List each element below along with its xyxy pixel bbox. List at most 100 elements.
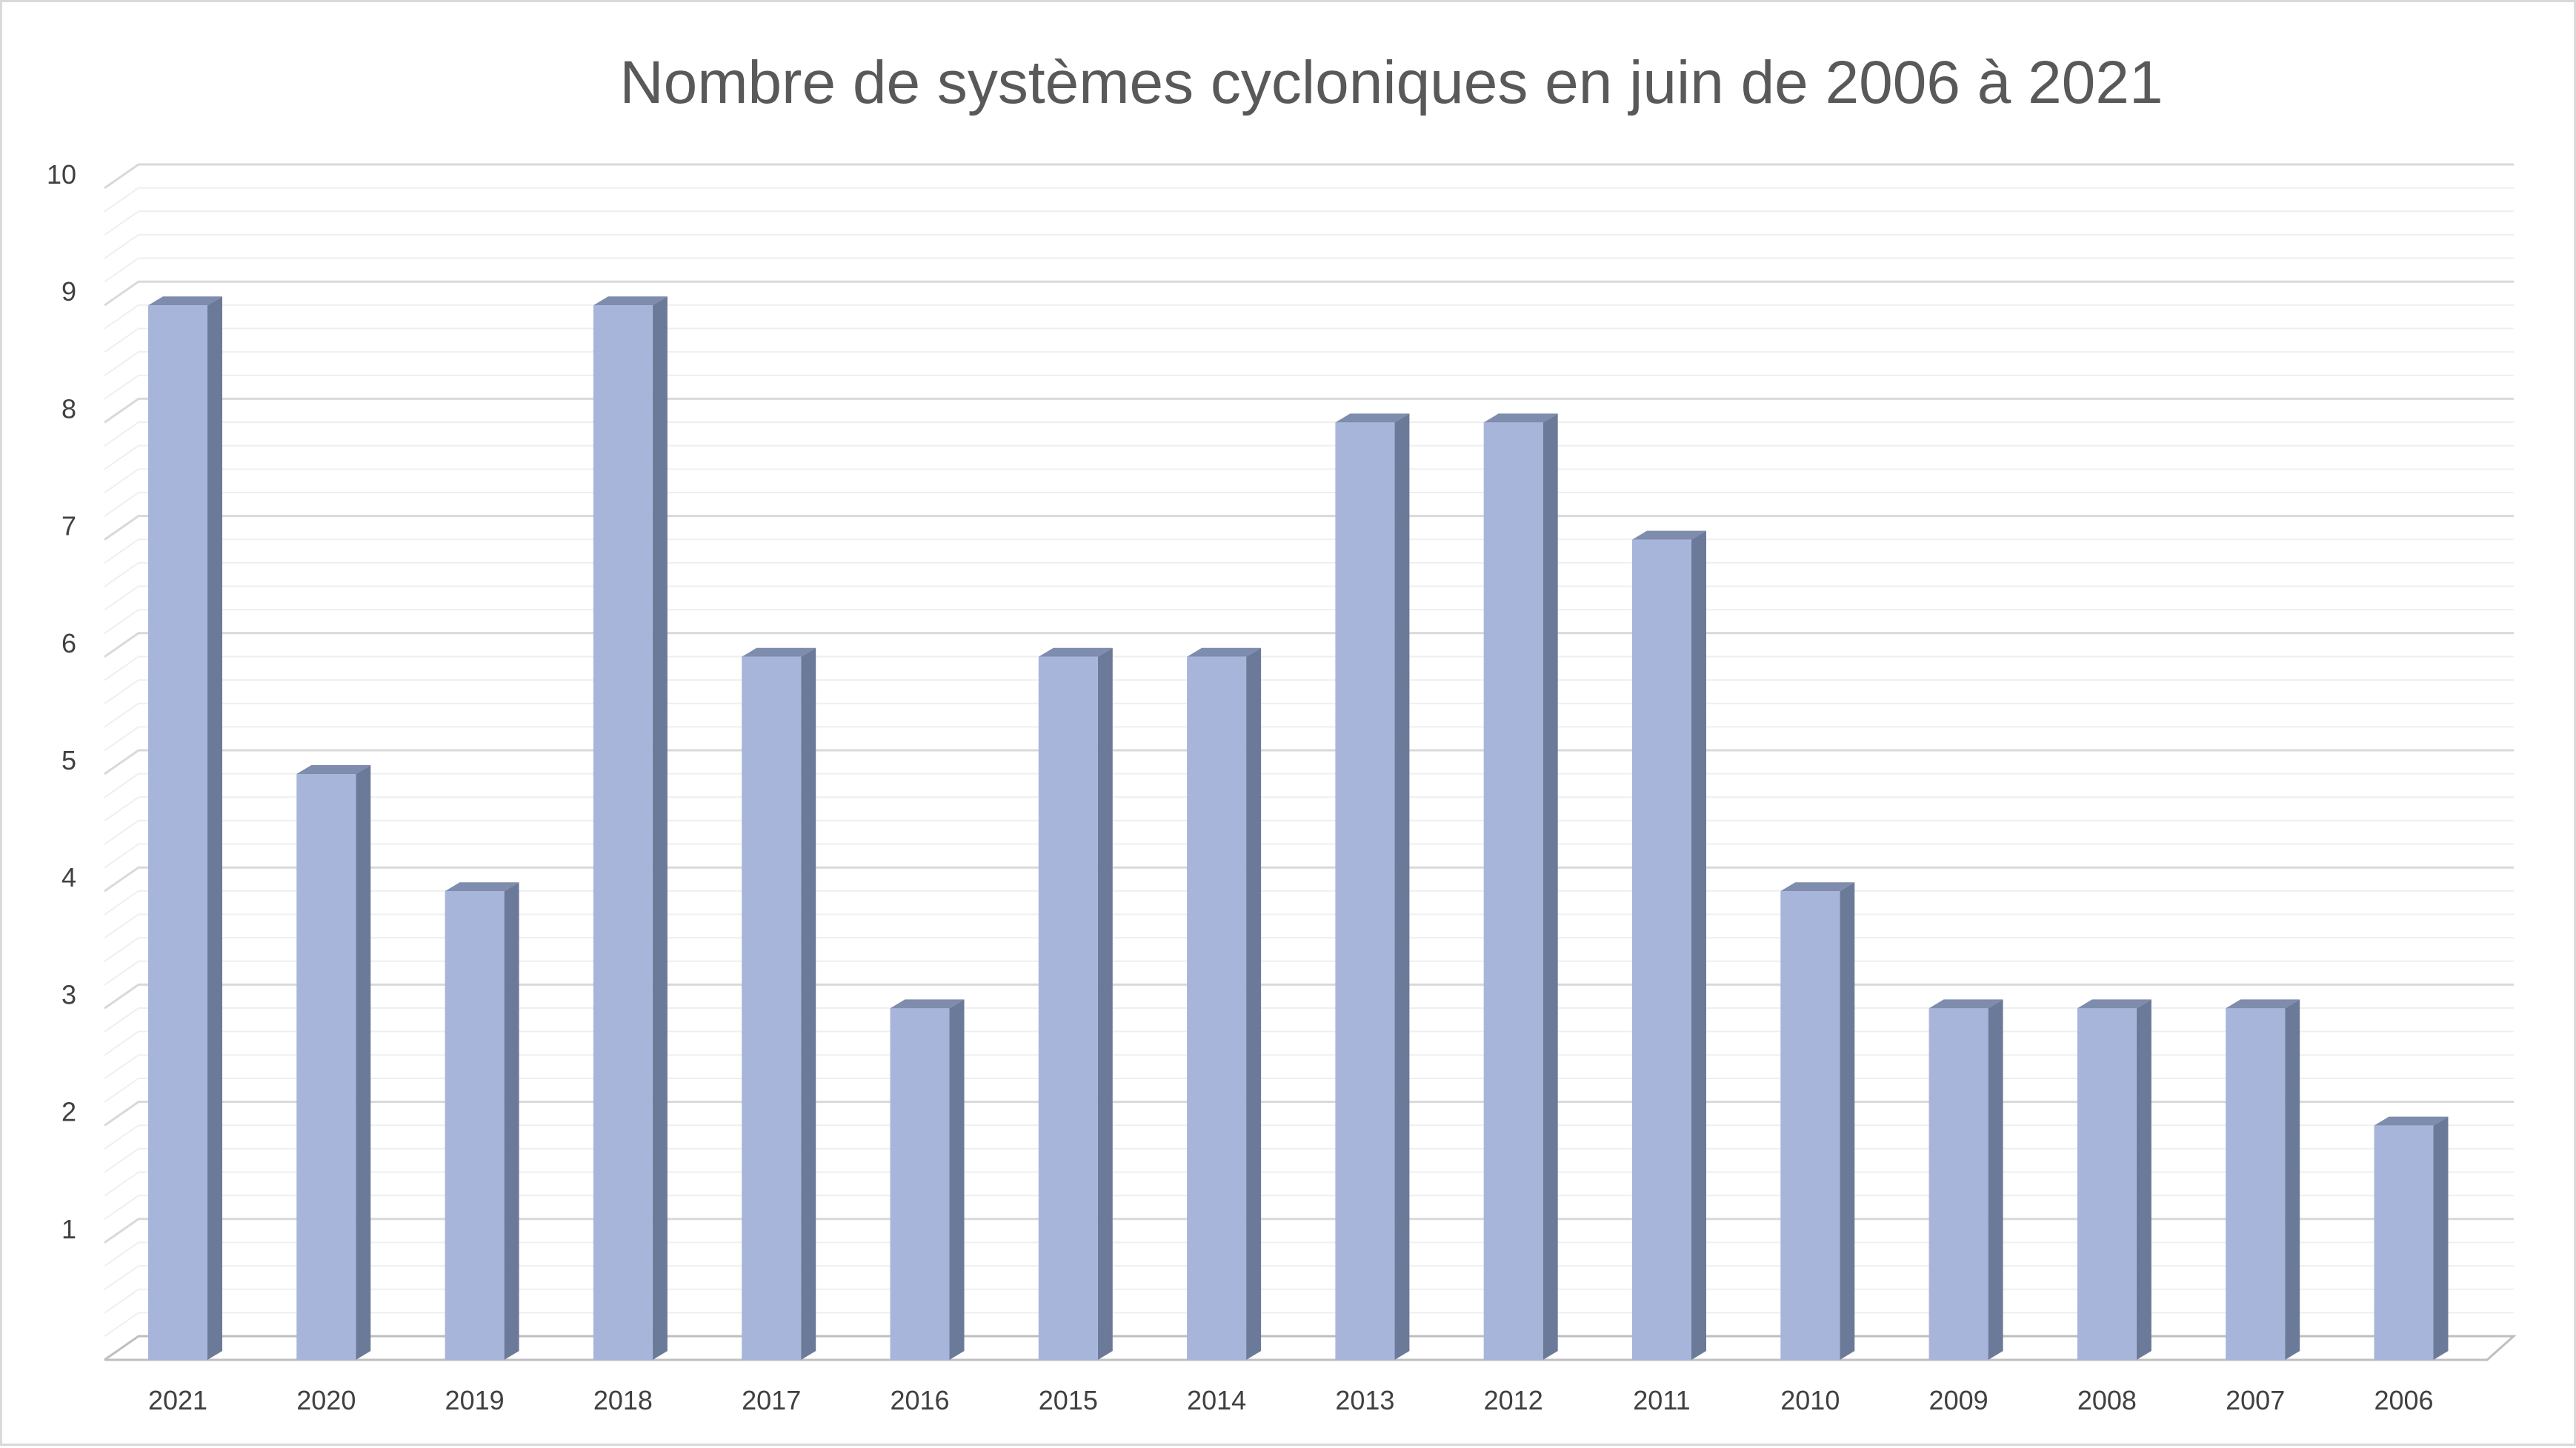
minor-gridline: [104, 819, 2514, 845]
major-gridline: [104, 1101, 2514, 1127]
minor-gridline: [104, 843, 2514, 869]
bar-top: [148, 296, 222, 306]
bar-side: [801, 647, 816, 1360]
bar-2019: [445, 882, 519, 1360]
bar-2017: [742, 647, 816, 1360]
y-tick-label: 1: [61, 1214, 76, 1244]
bar-top: [1780, 882, 1855, 892]
minor-gridline: [104, 726, 2514, 752]
minor-gridline: [104, 468, 2514, 494]
bar-front: [1335, 422, 1395, 1360]
bar-top: [2226, 999, 2300, 1009]
minor-gridline: [104, 679, 2514, 704]
bar-top: [2374, 1116, 2449, 1126]
x-tick-label: 2018: [593, 1385, 653, 1415]
x-tick-label: 2019: [445, 1385, 505, 1415]
bar-front: [1632, 539, 1691, 1360]
bar-front: [1187, 656, 1247, 1360]
bar-top: [1928, 999, 2003, 1009]
bar-front: [1038, 656, 1098, 1360]
minor-gridline: [104, 561, 2514, 587]
minor-gridline: [104, 1265, 2514, 1290]
bar-front: [742, 656, 802, 1360]
x-tick-label: 2014: [1187, 1385, 1246, 1415]
bar-side: [652, 296, 668, 1361]
y-tick-label: 6: [61, 628, 76, 658]
x-tick-label: 2015: [1039, 1385, 1098, 1415]
x-tick-label: 2009: [1929, 1385, 1988, 1415]
minor-gridline: [104, 890, 2514, 915]
minor-gridline: [104, 1054, 2514, 1080]
y-tick-label: 4: [61, 862, 76, 893]
major-gridline: [104, 397, 2514, 424]
major-gridline: [104, 983, 2514, 1010]
bar-2006: [2374, 1116, 2449, 1360]
x-tick-label: 2006: [2374, 1385, 2433, 1415]
minor-gridline: [104, 585, 2514, 611]
bar-front: [593, 305, 653, 1361]
bar-2007: [2226, 999, 2300, 1360]
minor-gridline: [104, 960, 2514, 986]
major-gridline: [104, 515, 2514, 541]
y-tick-label: 10: [47, 159, 76, 190]
bar-side: [207, 296, 222, 1361]
major-gridline: [104, 749, 2514, 775]
x-tick-label: 2011: [1633, 1385, 1690, 1415]
major-gridline: [104, 866, 2514, 893]
bar-side: [2136, 999, 2151, 1360]
bar-2014: [1187, 647, 1262, 1360]
bar-front: [890, 1008, 950, 1360]
x-tick-label: 2010: [1780, 1385, 1840, 1415]
y-tick-label: 3: [61, 979, 76, 1010]
minor-gridline: [104, 1195, 2514, 1220]
x-tick-label: 2012: [1484, 1385, 1543, 1415]
y-tick-label: 8: [61, 393, 76, 424]
bar-front: [1928, 1008, 1988, 1360]
minor-gridline: [104, 1288, 2514, 1314]
minor-gridline: [104, 796, 2514, 822]
bar-side: [356, 765, 371, 1360]
minor-gridline: [104, 1312, 2514, 1338]
bar-front: [445, 891, 505, 1360]
chart-floor: [104, 1335, 2517, 1361]
minor-gridline: [104, 187, 2514, 213]
minor-gridline: [104, 1077, 2514, 1103]
bar-top: [296, 765, 371, 774]
minor-gridline: [104, 913, 2514, 939]
bar-front: [1483, 422, 1543, 1360]
minor-gridline: [104, 1007, 2514, 1032]
bar-top: [2077, 999, 2151, 1009]
minor-gridline: [104, 327, 2514, 353]
bar-top: [742, 647, 816, 657]
minor-gridline: [104, 421, 2514, 447]
bar-side: [1840, 882, 1855, 1360]
bar-top: [1483, 413, 1558, 423]
x-tick-label: 2016: [890, 1385, 949, 1415]
bar-front: [2226, 1008, 2286, 1360]
grid-layer: [104, 163, 2517, 1361]
minor-gridline: [104, 773, 2514, 798]
chart-title: Nombre de systèmes cycloniques en juin d…: [619, 49, 2163, 116]
bar-front: [2077, 1008, 2137, 1360]
x-tick-label: 2007: [2226, 1385, 2285, 1415]
x-tick-label: 2021: [148, 1385, 207, 1415]
bar-front: [2374, 1125, 2434, 1360]
minor-gridline: [104, 233, 2514, 259]
y-tick-label: 9: [61, 276, 76, 307]
bar-2015: [1038, 647, 1113, 1360]
bar-side: [2433, 1116, 2449, 1360]
bar-2008: [2077, 999, 2151, 1360]
y-tick-label: 5: [61, 745, 76, 775]
major-gridline: [104, 632, 2514, 658]
bar-side: [1988, 999, 2003, 1360]
minor-gridline: [104, 1124, 2514, 1150]
x-tick-label: 2008: [2077, 1385, 2137, 1415]
bar-top: [1187, 647, 1262, 657]
major-gridline: [104, 1218, 2514, 1244]
bar-front: [148, 305, 207, 1361]
bar-top: [1632, 530, 1706, 540]
minor-gridline: [104, 491, 2514, 517]
x-tick-label: 2013: [1335, 1385, 1394, 1415]
